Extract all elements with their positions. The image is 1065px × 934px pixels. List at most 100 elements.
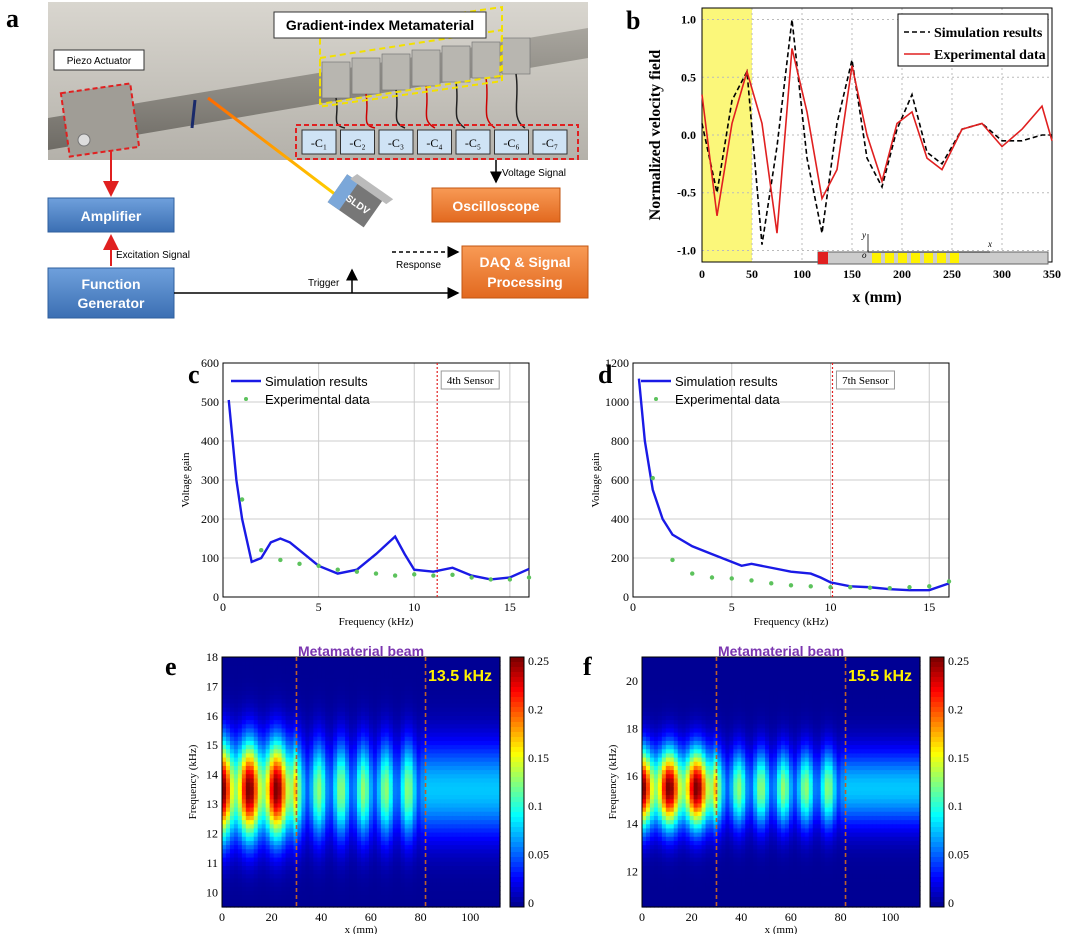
heatmap-cell	[305, 782, 310, 787]
heatmap-cell	[364, 902, 370, 908]
heatmap-cell	[480, 886, 485, 891]
heatmap-cell	[452, 744, 457, 750]
heatmap-cell	[229, 777, 235, 783]
heatmap-cell	[496, 782, 501, 787]
heatmap-cell	[669, 736, 675, 741]
heatmap-cell	[341, 861, 346, 866]
heatmap-cell	[456, 723, 461, 729]
heatmap-cell	[372, 886, 378, 891]
heatmap-cell	[444, 798, 449, 804]
heatmap-cell	[476, 773, 481, 779]
heatmap-cell	[289, 773, 295, 779]
heatmap-cell	[657, 702, 663, 708]
heatmap-cell	[364, 790, 370, 796]
heatmap-cell	[277, 765, 283, 771]
heatmap-cell	[317, 790, 322, 796]
heatmap-cell	[333, 765, 338, 771]
heatmap-cell	[657, 844, 663, 850]
heatmap-cell	[233, 840, 239, 846]
heatmap-cell	[241, 827, 247, 833]
heatmap-cell	[368, 690, 374, 696]
heatmap-cell	[321, 677, 326, 683]
heatmap-cell	[297, 682, 303, 687]
heatmap-cell	[345, 802, 350, 808]
heatmap-cell	[225, 727, 231, 733]
heatmap-cell	[484, 732, 489, 737]
heatmap-cell	[297, 865, 303, 871]
heatmap-cell	[496, 873, 501, 879]
heatmap-cell	[480, 698, 485, 704]
heatmap-cell	[392, 832, 398, 837]
heatmap-cell	[472, 790, 477, 796]
heatmap-cell	[357, 869, 362, 875]
heatmap-cell	[392, 886, 398, 891]
heatmap-cell	[325, 848, 330, 854]
heatmap-cell	[649, 802, 655, 808]
heatmap-cell	[237, 677, 243, 683]
heatmap-cell	[408, 890, 414, 896]
heatmap-cell	[400, 727, 406, 733]
heatmap-cell	[376, 715, 382, 721]
heatmap-cell	[368, 782, 374, 787]
heatmap-cell	[400, 786, 406, 791]
heatmap-cell	[233, 657, 239, 662]
heatmap-cell	[464, 727, 469, 733]
heatmap-cell	[273, 790, 279, 796]
heatmap-cell	[285, 844, 291, 850]
heatmap-cell	[349, 744, 354, 750]
heatmap-cell	[428, 848, 434, 854]
y-tick-label: 600	[611, 473, 629, 487]
heatmap-cell	[361, 773, 366, 779]
heatmap-cell	[376, 777, 382, 783]
heatmap-cell	[496, 802, 501, 808]
x-axis-label: Frequency (kHz)	[339, 616, 414, 628]
heatmap-cell	[424, 811, 430, 816]
heatmap-cell	[392, 723, 398, 729]
heatmap-cell	[484, 719, 489, 725]
heatmap-cell	[428, 752, 434, 758]
heatmap-cell	[309, 840, 314, 846]
heatmap-cell	[368, 723, 374, 729]
heatmap-cell	[412, 727, 418, 733]
heatmap-cell	[642, 715, 647, 721]
heatmap-cell	[341, 682, 346, 687]
heatmap-cell	[408, 694, 414, 700]
heatmap-cell	[460, 857, 465, 862]
heatmap-cell	[476, 848, 481, 854]
heatmap-cell	[649, 757, 655, 762]
heatmap-cell	[476, 790, 481, 796]
heatmap-cell	[492, 844, 497, 850]
heatmap-cell	[229, 723, 235, 729]
heatmap-cell	[456, 740, 461, 746]
heatmap-cell	[376, 807, 382, 812]
heatmap-cell	[317, 711, 322, 716]
heatmap-cell	[273, 886, 279, 891]
heatmap-cell	[269, 811, 275, 816]
heatmap-cell	[317, 694, 322, 700]
heatmap-cell	[253, 865, 259, 871]
heatmap-cell	[285, 773, 291, 779]
heatmap-cell	[657, 777, 663, 783]
heatmap-cell	[329, 848, 334, 854]
heatmap-cell	[432, 665, 438, 671]
heatmap-cell	[313, 702, 318, 708]
heatmap-cell	[661, 694, 667, 700]
heatmap-cell	[400, 844, 406, 850]
heatmap-cell	[241, 798, 247, 804]
heatmap-cell	[468, 736, 473, 741]
capacitor-label: -C₁	[311, 136, 327, 150]
heatmap-cell	[496, 832, 501, 837]
heatmap-cell	[321, 827, 326, 833]
heatmap-cell	[412, 723, 418, 729]
heatmap-cell	[225, 777, 231, 783]
heatmap-cell	[408, 790, 414, 796]
heatmap-cell	[420, 894, 426, 900]
heatmap-cell	[229, 819, 235, 825]
beam-marker	[190, 99, 197, 129]
heatmap-cell	[384, 677, 390, 683]
heatmap-cell	[277, 669, 283, 675]
heatmap-cell	[237, 844, 243, 850]
heatmap-cell	[472, 682, 477, 687]
heatmap-cell	[273, 882, 279, 887]
heatmap-cell	[345, 886, 350, 891]
